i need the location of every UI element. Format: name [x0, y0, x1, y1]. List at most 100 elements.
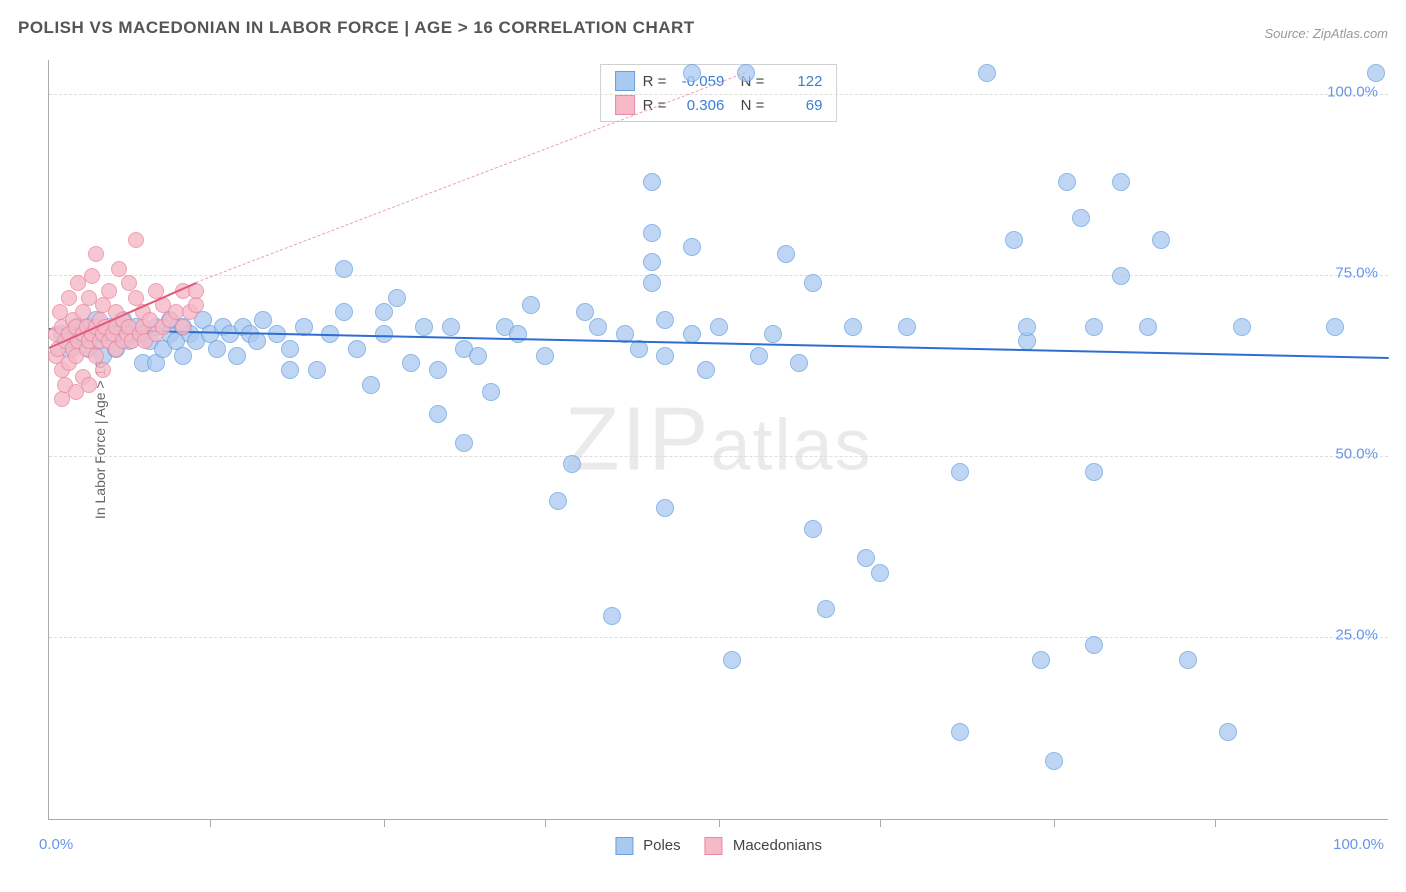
scatter-point — [335, 303, 353, 321]
scatter-point — [1085, 636, 1103, 654]
trend-line — [196, 73, 746, 284]
scatter-point — [898, 318, 916, 336]
legend-swatch-macedonians — [615, 95, 635, 115]
scatter-point — [362, 376, 380, 394]
x-axis-tick — [1215, 819, 1216, 827]
scatter-point — [101, 283, 117, 299]
legend-swatch-poles — [615, 71, 635, 91]
x-axis-tick — [880, 819, 881, 827]
scatter-point — [1085, 463, 1103, 481]
scatter-point — [643, 173, 661, 191]
scatter-point — [549, 492, 567, 510]
scatter-point — [804, 520, 822, 538]
gridline — [49, 456, 1388, 457]
scatter-point — [335, 260, 353, 278]
scatter-point — [683, 325, 701, 343]
y-axis-tick-label: 25.0% — [1335, 627, 1378, 644]
scatter-point — [656, 499, 674, 517]
scatter-point — [857, 549, 875, 567]
scatter-point — [522, 296, 540, 314]
scatter-point — [415, 318, 433, 336]
scatter-point — [81, 377, 97, 393]
legend-label-macedonians: Macedonians — [733, 837, 822, 854]
scatter-point — [348, 340, 366, 358]
scatter-point — [111, 261, 127, 277]
scatter-point — [388, 289, 406, 307]
legend-row-macedonians: R = 0.306 N = 69 — [615, 93, 823, 117]
scatter-point — [128, 232, 144, 248]
scatter-point — [402, 354, 420, 372]
scatter-point — [563, 455, 581, 473]
scatter-point — [710, 318, 728, 336]
legend-item-macedonians: Macedonians — [705, 837, 822, 855]
scatter-point — [790, 354, 808, 372]
legend-swatch-macedonians — [705, 837, 723, 855]
scatter-point — [1058, 173, 1076, 191]
scatter-point — [281, 340, 299, 358]
x-axis-max-label: 100.0% — [1333, 836, 1384, 853]
x-axis-tick — [1054, 819, 1055, 827]
scatter-point — [509, 325, 527, 343]
scatter-point — [95, 362, 111, 378]
scatter-point — [1045, 752, 1063, 770]
scatter-point — [455, 434, 473, 452]
gridline — [49, 94, 1388, 95]
scatter-point — [817, 600, 835, 618]
x-axis-tick — [719, 819, 720, 827]
scatter-point — [175, 319, 191, 335]
scatter-point — [576, 303, 594, 321]
scatter-point — [643, 224, 661, 242]
x-axis-tick — [545, 819, 546, 827]
scatter-point — [656, 347, 674, 365]
scatter-point — [804, 274, 822, 292]
scatter-point — [978, 64, 996, 82]
scatter-point — [75, 304, 91, 320]
legend-swatch-poles — [615, 837, 633, 855]
scatter-point — [1112, 267, 1130, 285]
scatter-point — [643, 274, 661, 292]
scatter-point — [777, 245, 795, 263]
scatter-point — [1179, 651, 1197, 669]
scatter-point — [442, 318, 460, 336]
scatter-point — [1326, 318, 1344, 336]
scatter-point — [188, 297, 204, 313]
scatter-point — [429, 361, 447, 379]
scatter-point — [1233, 318, 1251, 336]
scatter-point — [482, 383, 500, 401]
scatter-point — [589, 318, 607, 336]
scatter-point — [1032, 651, 1050, 669]
scatter-point — [656, 311, 674, 329]
plot-area: In Labor Force | Age > 16 ZIPatlas R = -… — [48, 60, 1388, 820]
x-axis-tick — [384, 819, 385, 827]
legend-label-poles: Poles — [643, 837, 681, 854]
scatter-point — [643, 253, 661, 271]
scatter-point — [88, 246, 104, 262]
series-legend: Poles Macedonians — [615, 837, 822, 855]
scatter-point — [764, 325, 782, 343]
legend-r-value-macedonians: 0.306 — [674, 97, 724, 114]
scatter-point — [228, 347, 246, 365]
chart-title: POLISH VS MACEDONIAN IN LABOR FORCE | AG… — [18, 18, 695, 38]
legend-n-label: N = — [732, 97, 764, 114]
y-axis-tick-label: 100.0% — [1327, 84, 1378, 101]
x-axis-tick — [210, 819, 211, 827]
scatter-point — [1085, 318, 1103, 336]
scatter-point — [871, 564, 889, 582]
scatter-point — [254, 311, 272, 329]
scatter-point — [844, 318, 862, 336]
scatter-point — [683, 64, 701, 82]
scatter-point — [683, 238, 701, 256]
legend-n-value-poles: 122 — [772, 73, 822, 90]
scatter-point — [208, 340, 226, 358]
scatter-point — [697, 361, 715, 379]
x-axis-min-label: 0.0% — [39, 836, 73, 853]
scatter-point — [723, 651, 741, 669]
scatter-point — [1152, 231, 1170, 249]
scatter-point — [1139, 318, 1157, 336]
legend-item-poles: Poles — [615, 837, 681, 855]
scatter-point — [1072, 209, 1090, 227]
legend-n-value-macedonians: 69 — [772, 97, 822, 114]
chart-source: Source: ZipAtlas.com — [1264, 26, 1388, 41]
scatter-point — [603, 607, 621, 625]
scatter-point — [1018, 318, 1036, 336]
